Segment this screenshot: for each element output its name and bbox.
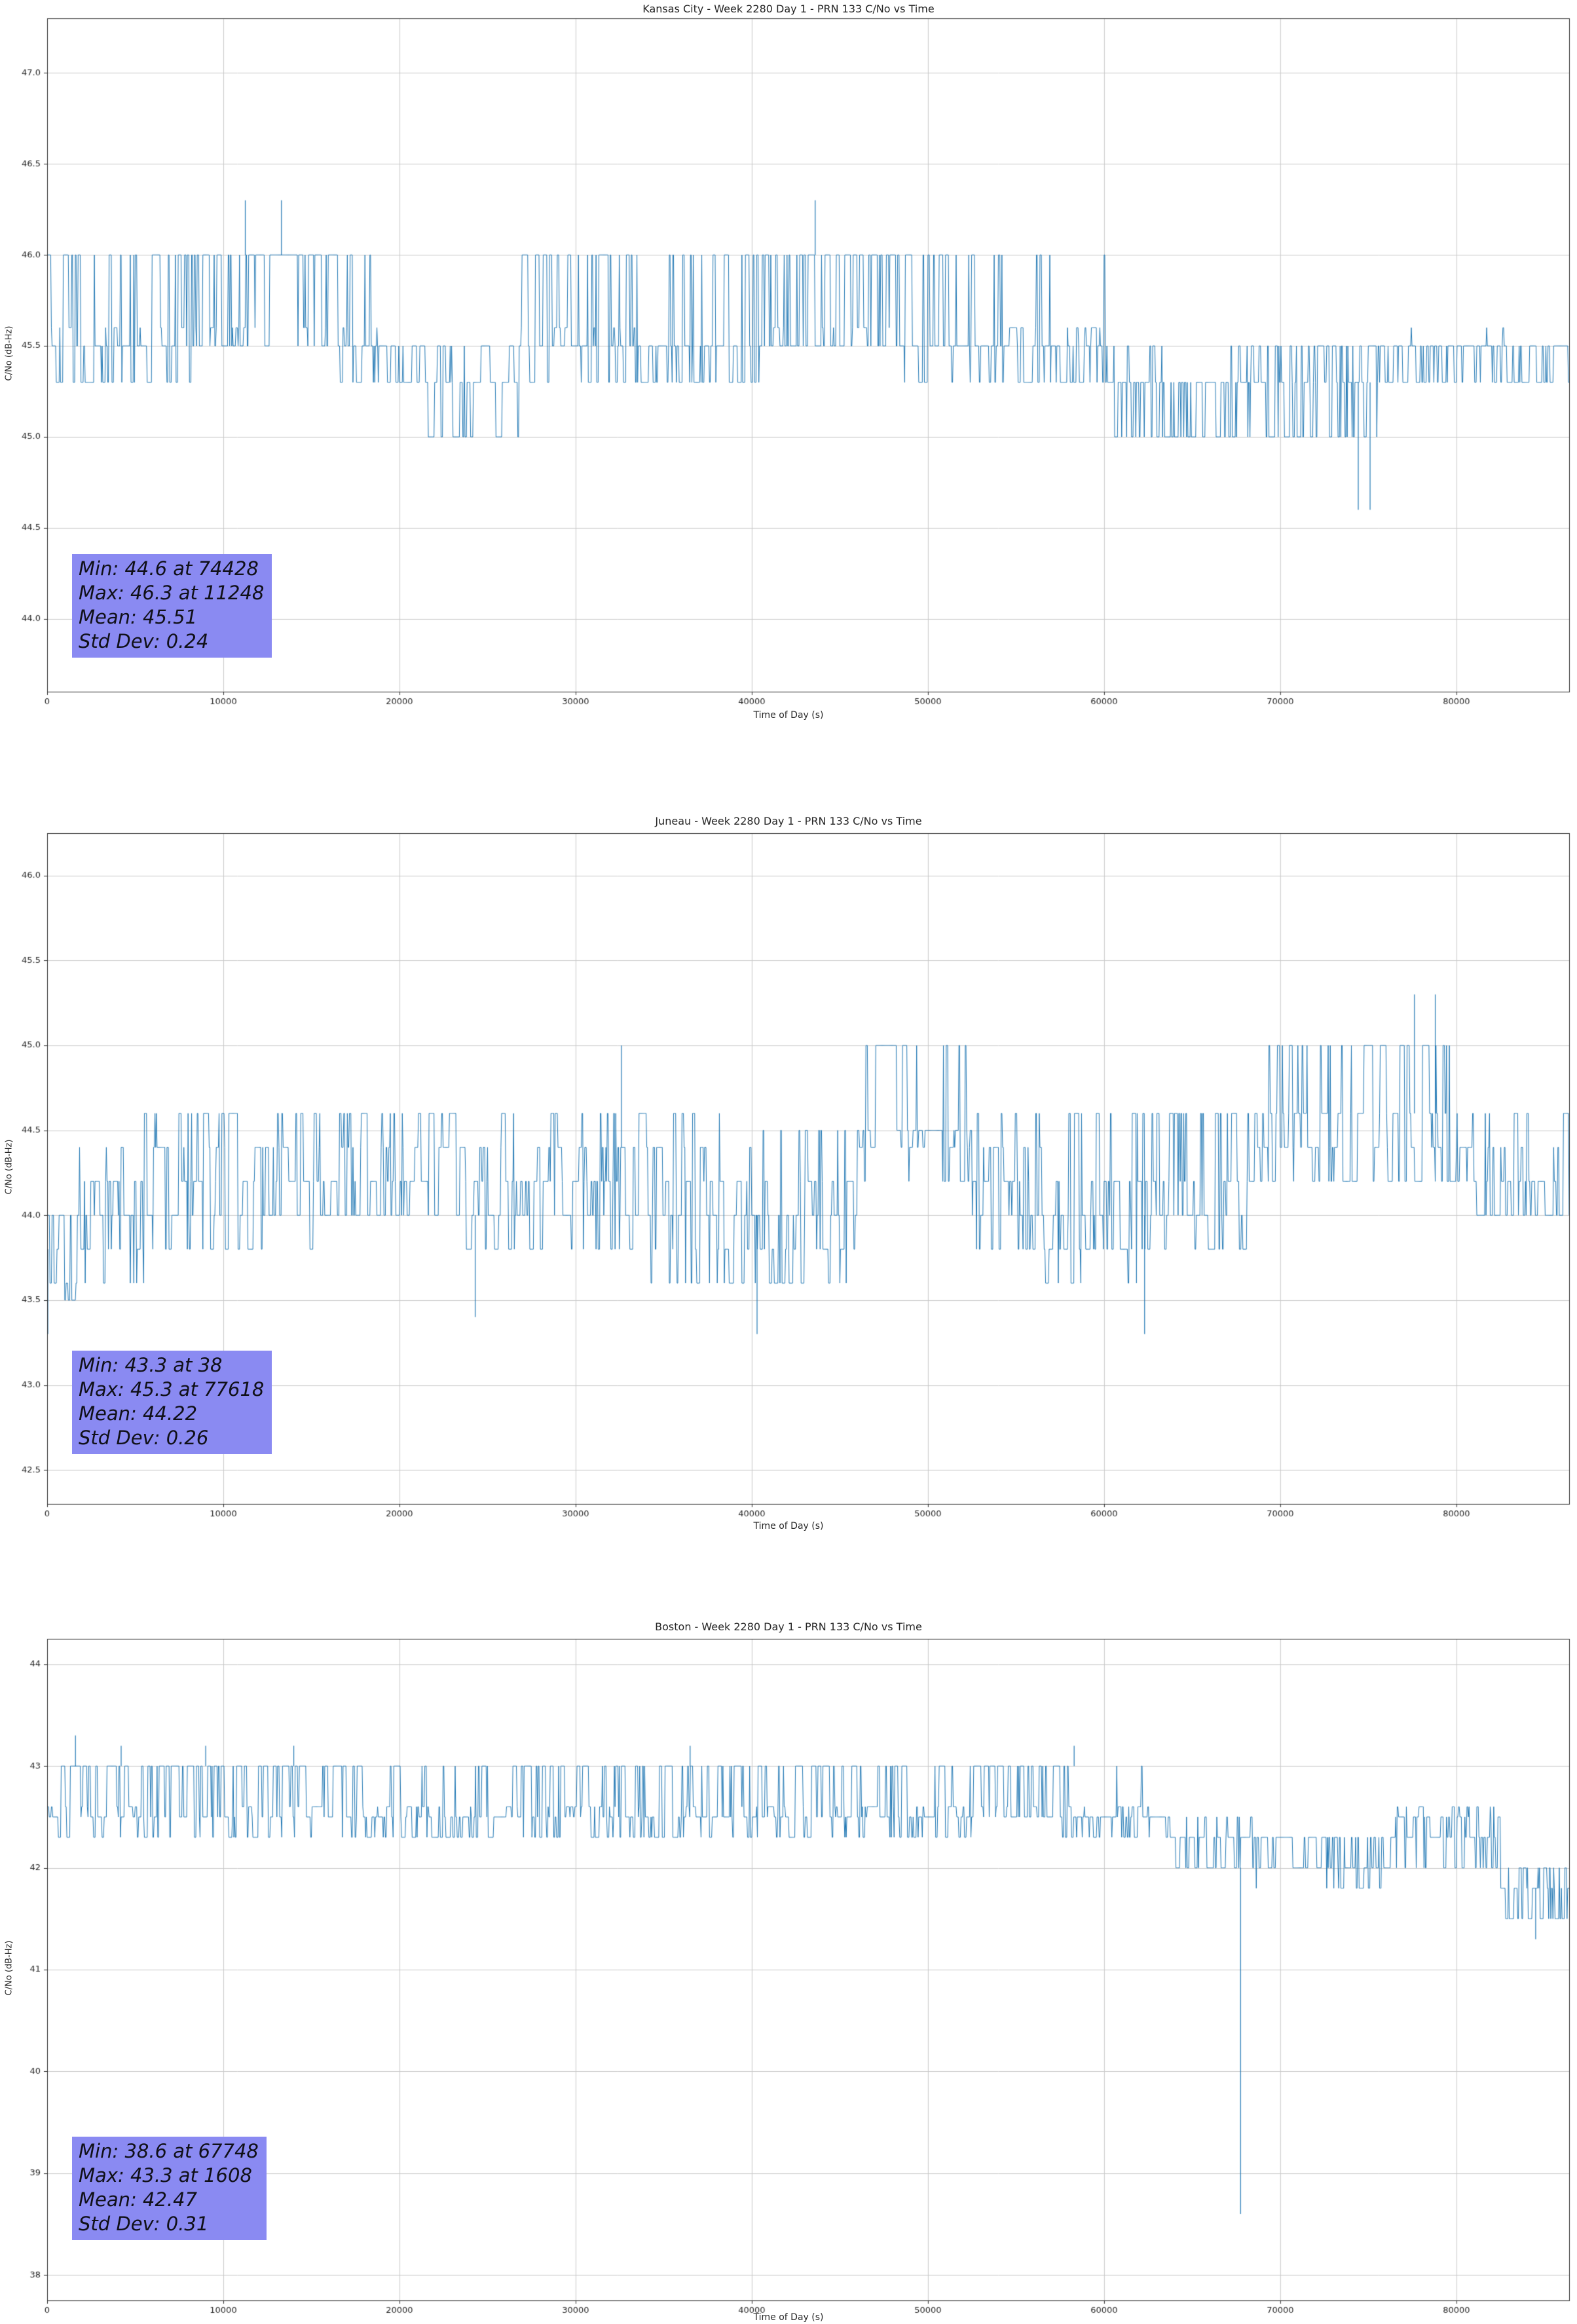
chart2-stat-min: Min: 43.3 at 38 <box>79 1354 223 1376</box>
chart2-title: Juneau - Week 2280 Day 1 - PRN 133 C/No … <box>655 815 922 827</box>
chart3-stat-max: Max: 43.3 at 1608 <box>79 2164 252 2187</box>
chart1-xlabel: Time of Day (s) <box>753 710 824 721</box>
chart1-stat-std: Std Dev: 0.24 <box>79 630 209 653</box>
chart2-stat-max: Max: 45.3 at 77618 <box>79 1378 265 1401</box>
chart1-title: Kansas City - Week 2280 Day 1 - PRN 133 … <box>642 3 935 15</box>
chart3-stat-mean: Mean: 42.47 <box>79 2188 198 2211</box>
chart3-ylabel: C/No (dB-Hz) <box>4 1940 14 1996</box>
chart1-stat-mean: Mean: 45.51 <box>79 606 198 629</box>
chart1-stat-max: Max: 46.3 at 11248 <box>79 582 265 605</box>
chart3-stat-min: Min: 38.6 at 67748 <box>79 2140 259 2162</box>
chart3-stat-std: Std Dev: 0.31 <box>79 2213 209 2236</box>
chart1-stat-min: Min: 44.6 at 74428 <box>79 557 259 580</box>
chart2-stats-box: Min: 43.3 at 38 Max: 45.3 at 77618 Mean:… <box>72 1351 272 1455</box>
chart2-stat-std: Std Dev: 0.26 <box>79 1427 209 1450</box>
chart2-stat-mean: Mean: 44.22 <box>79 1402 198 1425</box>
chart1-stats-box: Min: 44.6 at 74428 Max: 46.3 at 11248 Me… <box>72 554 272 658</box>
chart2-xlabel: Time of Day (s) <box>753 1521 824 1531</box>
chart2-ylabel: C/No (dB-Hz) <box>4 1139 14 1195</box>
chart3-xlabel: Time of Day (s) <box>753 2312 824 2323</box>
chart3-stats-box: Min: 38.6 at 67748 Max: 43.3 at 1608 Mea… <box>72 2137 267 2241</box>
chart1-ylabel: C/No (dB-Hz) <box>4 326 14 381</box>
chart3-title: Boston - Week 2280 Day 1 - PRN 133 C/No … <box>655 1621 922 1633</box>
